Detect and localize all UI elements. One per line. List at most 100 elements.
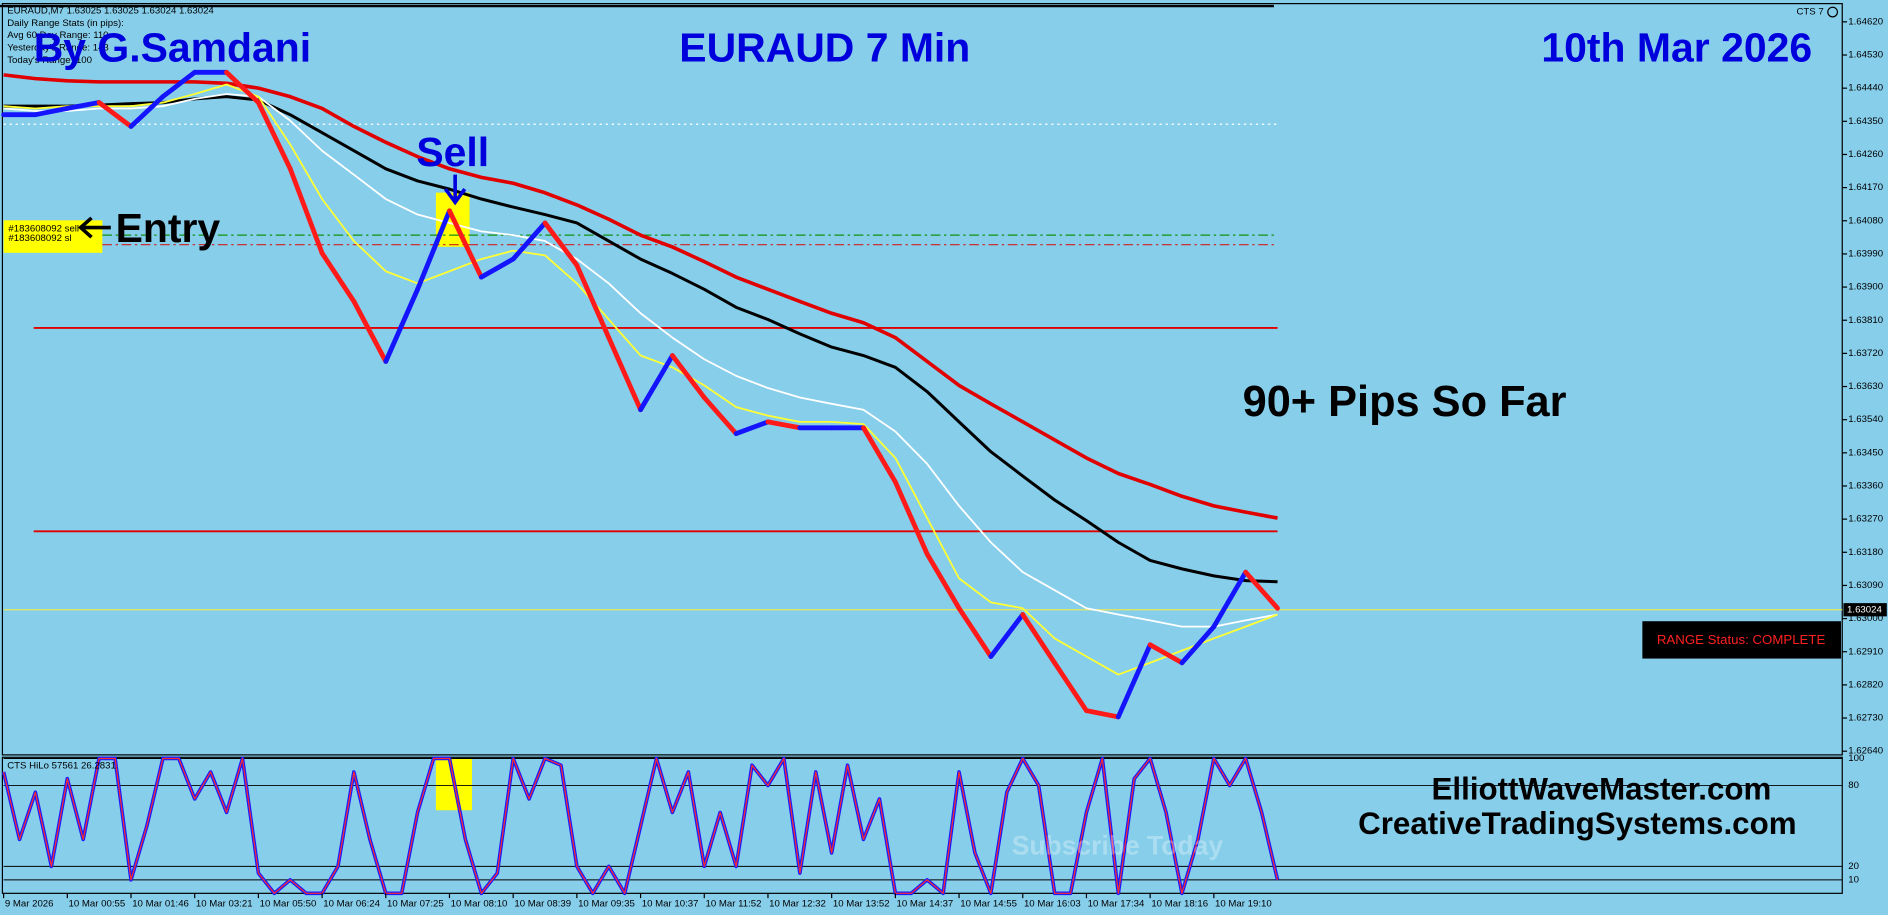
- price-segment: [956, 605, 994, 659]
- indicator-icon: [1827, 6, 1839, 18]
- price-segment: [383, 286, 421, 364]
- oscillator-panel: [1, 756, 1843, 894]
- price-segment: [224, 69, 261, 105]
- price-segment: [255, 100, 293, 172]
- price-segment: [1243, 569, 1280, 611]
- price-segment: [1211, 569, 1249, 630]
- oscillator-title: CTS HiLo 57561 26.2831: [7, 760, 116, 771]
- oscillator-overlay: [3, 757, 1279, 894]
- moving-average: [3, 83, 1278, 676]
- y-tick-label: 1.63990: [1848, 248, 1883, 259]
- x-tick-label: 10 Mar 12:32: [769, 899, 826, 910]
- price-segment: [861, 425, 898, 485]
- info-line: Today's Range: 100: [7, 55, 92, 66]
- y-tick-label: 1.64170: [1848, 182, 1883, 193]
- y-tick-label: 100: [1848, 753, 1864, 764]
- x-tick-label: 10 Mar 11:52: [705, 899, 761, 910]
- main-panel: [1, 3, 1843, 756]
- sell-label: Sell: [416, 129, 489, 175]
- price-segment: [510, 220, 548, 262]
- x-tick-label: 10 Mar 07:25: [387, 899, 444, 910]
- price-segment: [33, 106, 70, 118]
- y-tick-label: 1.63900: [1848, 282, 1883, 293]
- date: 10th Mar 2026: [1541, 24, 1812, 70]
- x-tick-label: 10 Mar 05:50: [260, 899, 317, 910]
- price-segment: [924, 551, 962, 611]
- result-text: 90+ Pips So Far: [1243, 378, 1567, 426]
- moving-average: [3, 93, 1278, 628]
- entry-arrow: [77, 216, 111, 239]
- price-segment: [447, 208, 484, 280]
- moving-average: [3, 95, 1278, 584]
- y-tick-label: 1.63180: [1848, 547, 1883, 558]
- price-segment: [478, 256, 516, 280]
- price-segment: [733, 419, 771, 437]
- range-status-box: [1642, 621, 1842, 659]
- chart-title: EURAUD 7 Min: [679, 24, 970, 70]
- order-label: #183608092 sl: [8, 233, 71, 244]
- y-tick-label: 1.64620: [1848, 16, 1883, 27]
- price-segment: [988, 612, 1026, 659]
- y-tick-label: 1.63090: [1848, 580, 1883, 591]
- y-tick-label: 1.63450: [1848, 447, 1883, 458]
- price-segment: [319, 250, 357, 304]
- x-tick-label: 10 Mar 16:03: [1024, 899, 1081, 910]
- x-tick-label: 10 Mar 08:39: [514, 899, 571, 910]
- y-tick-label: 1.62820: [1848, 679, 1883, 690]
- y-tick-label: 20: [1848, 861, 1859, 872]
- info-line: Avg 60 Day Range: 110: [7, 30, 108, 41]
- y-tick-label: 1.64530: [1848, 50, 1883, 61]
- x-tick-label: 10 Mar 08:10: [451, 899, 508, 910]
- price-segment: [64, 100, 102, 111]
- y-tick-label: 1.63540: [1848, 414, 1883, 425]
- y-tick-label: 1.64350: [1848, 116, 1883, 127]
- price-segment: [765, 419, 803, 431]
- current-price-label: 1.63024: [1847, 604, 1882, 615]
- y-tick-label: 1.63810: [1848, 315, 1883, 326]
- y-tick-label: 1.64080: [1848, 215, 1883, 226]
- x-tick-label: 10 Mar 10:37: [642, 899, 699, 910]
- moving-average: [3, 73, 1278, 520]
- x-tick-label: 10 Mar 18:16: [1151, 899, 1208, 910]
- price-segment: [1020, 612, 1058, 666]
- price-segment: [287, 166, 325, 256]
- price-segment: [415, 208, 452, 292]
- price-segment: [574, 262, 612, 340]
- range-status: RANGE Status: COMPLETE: [1657, 632, 1826, 647]
- price-segment: [96, 100, 134, 129]
- y-tick-label: 1.63720: [1848, 348, 1883, 359]
- y-tick-label: 1.63360: [1848, 481, 1883, 492]
- price-segment: [1084, 708, 1121, 720]
- info-line: Daily Range Stats (in pips):: [7, 18, 124, 29]
- info-line: EURAUD,M7 1.63025 1.63025 1.63024 1.6302…: [7, 5, 214, 16]
- y-tick-label: 1.62910: [1848, 646, 1883, 657]
- price-segment: [351, 299, 389, 364]
- website: CreativeTradingSystems.com: [1358, 806, 1796, 841]
- price-segment: [1052, 660, 1089, 714]
- y-tick-label: 1.63270: [1848, 514, 1883, 525]
- price-segment: [1147, 642, 1185, 666]
- price-segment: [892, 479, 930, 557]
- watermark: Subscribe Today: [1012, 831, 1224, 861]
- x-tick-label: 10 Mar 03:21: [196, 899, 253, 910]
- current-price-box: [1843, 603, 1887, 617]
- x-tick-label: 10 Mar 06:24: [323, 899, 380, 910]
- entry-label: Entry: [116, 205, 221, 251]
- y-tick-label: 1.63000: [1848, 613, 1883, 624]
- y-tick-label: 80: [1848, 780, 1859, 791]
- price-segment: [1179, 624, 1217, 666]
- author: By G.Samdani: [34, 24, 311, 70]
- plot-layer: EURAUD,M7 1.63025 1.63025 1.63024 1.6302…: [1, 5, 1887, 910]
- y-tick-label: 10: [1848, 874, 1859, 885]
- price-segment: [160, 69, 198, 100]
- x-tick-label: 10 Mar 14:37: [897, 899, 954, 910]
- x-tick-label: 10 Mar 00:55: [69, 899, 126, 910]
- order-label: #183608092 sell: [8, 224, 79, 235]
- sell-arrow: [444, 174, 467, 206]
- x-tick-label: 10 Mar 13:52: [833, 899, 890, 910]
- price-segment: [606, 335, 643, 413]
- price-segment: [701, 395, 739, 437]
- indicator-name: CTS 7: [1796, 7, 1823, 18]
- x-tick-label: 9 Mar 2026: [5, 899, 54, 910]
